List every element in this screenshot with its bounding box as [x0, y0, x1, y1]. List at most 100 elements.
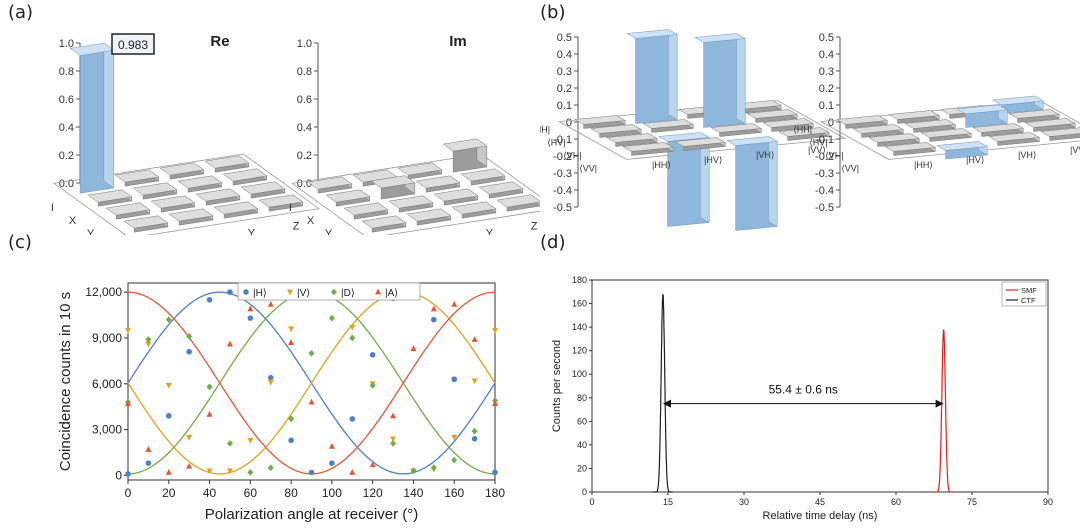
b-ztick-label-0-1: 0.4 [557, 49, 572, 61]
a-ztick-label-1-3: 0.4 [297, 122, 312, 134]
b-bar-0-2-1-top [657, 132, 711, 142]
a-bar-1-1-2-top [415, 175, 461, 189]
a-bar-1-3-0-top [361, 215, 407, 229]
c-point-0-5 [227, 289, 233, 295]
a-bar-0-1-0 [87, 189, 133, 207]
b-col-label-1-3: |VV⟩ [1070, 145, 1080, 155]
b-bar-0-2-3 [761, 118, 815, 132]
d-peak-ctf [652, 294, 673, 493]
d-arrow-head-right [935, 399, 944, 408]
a-bar-1-1-1-top [370, 175, 416, 189]
b-bar-1-2-1 [919, 128, 973, 142]
c-xtick-label-6: 120 [363, 486, 383, 500]
a-bar-1-2-0-top [343, 202, 389, 216]
a-bar-1-1-1 [370, 175, 416, 200]
c-point-3-4 [206, 410, 213, 417]
a-bar-1-0-0-top [307, 176, 353, 190]
b-ztick-label-1-10: -0.5 [815, 202, 834, 214]
panel-label-c: (c) [8, 232, 32, 253]
b-bar-1-0-3 [991, 95, 1045, 114]
b-ztick-label-1-3: 0.2 [819, 83, 834, 95]
b-ztick-label-1-4: 0.1 [819, 100, 834, 112]
a-bar-0-2-3 [240, 181, 286, 199]
d-ytick-label-2: 40 [577, 440, 587, 450]
b-row-label-1-0: ⟨HH| [793, 125, 812, 135]
c-point-2-11 [349, 334, 356, 342]
a-bar-0-3-3-top [258, 194, 304, 208]
c-legend-label-2: |D⟩ [341, 288, 355, 299]
d-arrow-head-left [662, 399, 671, 408]
b-ztick-label-1-5: 0 [828, 117, 834, 129]
b-col-label-0-1: |HV⟩ [704, 155, 722, 165]
b-ztick-label-1-1: 0.4 [819, 49, 834, 61]
a-bar-0-3-2 [213, 201, 259, 219]
c-point-1-0 [125, 327, 131, 334]
a-bar-0-1-0-top [87, 189, 133, 203]
c-fit-curve-1 [127, 291, 496, 475]
a-base-0 [53, 153, 320, 235]
a-title-0: Re [210, 33, 229, 50]
a-bar-0-1-3-top [222, 168, 268, 182]
a-col-label-1-2: Y [486, 227, 494, 235]
a-bar-0-0-2 [159, 162, 205, 180]
c-point-2-7 [267, 464, 274, 472]
b-ztick-label-0-0: 0.5 [557, 32, 572, 44]
a-bar-1-1-3 [460, 168, 506, 186]
b-bar-0-3-2-top [725, 136, 779, 146]
b-bar-1-3-2 [987, 132, 1041, 146]
b-ztick-label-0-5: 0 [566, 117, 572, 129]
b-bar-1-1-1-top [903, 119, 957, 129]
d-legend-label-1: CTF [1021, 296, 1036, 305]
c-point-2-15 [430, 464, 437, 472]
a-bar-0-0-3-top [204, 155, 250, 169]
c-point-1-5 [226, 468, 233, 475]
a-bar-1-2-3-top [478, 181, 524, 195]
a-col-label-1-3: Z [531, 220, 538, 232]
panel-label-b: (b) [540, 2, 566, 23]
c-ytick-label-4: 12,000 [85, 285, 122, 299]
b-bar-0-3-0 [621, 142, 675, 156]
b-bar-1-0-0-top [835, 115, 889, 125]
c-point-3-0 [125, 400, 131, 407]
a-bar-0-0-1-top [114, 169, 160, 183]
b-row-label-1-1: ⟨HV| [809, 138, 827, 148]
c-point-3-1 [145, 446, 152, 452]
c-ylabel: Coincidence counts in 10 s [57, 292, 74, 471]
a-bar-1-0-3-top [442, 138, 488, 152]
b-bar-1-3-3-side [1049, 133, 1080, 141]
a-bar-0-1-1 [132, 182, 178, 200]
c-point-2-17 [471, 427, 478, 435]
b-bar-0-3-3 [777, 127, 831, 141]
c-point-2-10 [328, 314, 335, 322]
a-title-1: Im [449, 33, 467, 50]
a-row-label-0-2: Y [87, 228, 95, 235]
c-point-2-8 [288, 415, 295, 423]
b-col-label-0-2: |VH⟩ [756, 150, 774, 160]
a-bar-0-0-0-front [103, 42, 115, 189]
b-bar-0-1-0-top [589, 124, 643, 134]
d-annotation: 55.4 ± 0.6 ns [769, 383, 838, 397]
a-bar-1-2-2 [433, 188, 479, 206]
c-point-1-4 [206, 468, 213, 475]
chart-c-polarization-scatter: 0 20 40 60 80 100 120 140 160 180 0 3,000 6,000 9,000… [57, 282, 505, 523]
b-row-label-1-3: ⟨VV| [841, 164, 859, 174]
c-point-3-3 [186, 462, 193, 469]
b-bar-1-3-1 [935, 141, 989, 160]
b-col-label-0-3: |VV⟩ [808, 145, 826, 155]
a-bar-1-3-1-top [406, 208, 452, 222]
a-bar-1-2-1-top [388, 195, 434, 209]
c-point-0-12 [369, 351, 376, 358]
c-point-0-7 [267, 374, 274, 381]
c-point-1-18 [492, 327, 498, 334]
d-ytick-label-5: 100 [572, 369, 587, 379]
a-bar-0-0-2-top [159, 162, 205, 176]
a-bar-1-1-3-top [460, 168, 506, 182]
b-ztick-label-0-8: -0.3 [553, 168, 572, 180]
b-ztick-label-1-0: 0.5 [819, 32, 834, 44]
d-legend-label-0: SMF [1021, 286, 1037, 295]
c-point-2-4 [206, 383, 213, 391]
d-xtick-label-5: 75 [967, 497, 977, 507]
c-point-0-18 [492, 469, 498, 476]
b-bar-1-3-3-top [1039, 127, 1080, 137]
c-ytick-label-1: 3,000 [92, 423, 122, 437]
